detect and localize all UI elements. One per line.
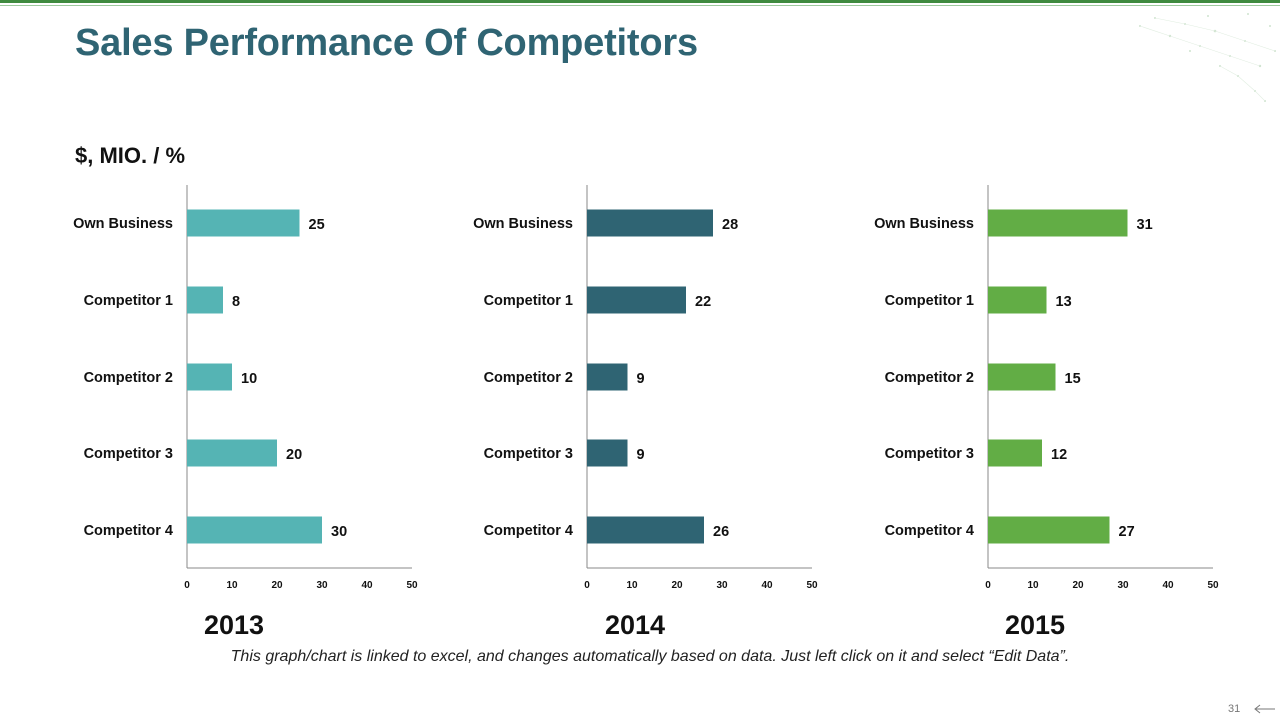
- chart-2015-category-label: Competitor 2: [885, 370, 974, 386]
- chart-2013-x-tick: 50: [406, 580, 418, 591]
- chart-2014-category-label: Competitor 2: [484, 370, 573, 386]
- chart-2014-bar-competitor-2[interactable]: [587, 363, 628, 391]
- chart-2015-x-tick: 40: [1162, 580, 1174, 591]
- chart-2013-data-label: 25: [309, 217, 325, 233]
- chart-2015-data-label: 15: [1065, 371, 1081, 387]
- chart-2013-bar-own-business[interactable]: [187, 209, 300, 237]
- chart-year-label-2014: 2014: [604, 610, 666, 640]
- chart-2013-x-tick: 0: [184, 580, 190, 591]
- decorative-dots-graphic: [1139, 13, 1276, 102]
- chart-2015-data-label: 12: [1051, 447, 1067, 463]
- chart-year-label-2013: 2013: [203, 610, 265, 640]
- chart-2013-data-label: 20: [286, 447, 302, 463]
- bar-charts[interactable]: 0 10 20 30 40 50 Own Business 25 Competitor 1 8 Co…: [0, 170, 1280, 600]
- chart-2013-bar-competitor-2[interactable]: [187, 363, 232, 391]
- chart-2013-category-label: Own Business: [73, 216, 173, 232]
- back-arrow-icon[interactable]: [1252, 702, 1276, 716]
- chart-2015-bar-own-business[interactable]: [988, 209, 1128, 237]
- chart-2013-bar-competitor-1[interactable]: [187, 286, 223, 314]
- chart-2013-category-label: Competitor 1: [84, 293, 173, 309]
- chart-2015-category-label: Competitor 3: [885, 446, 974, 462]
- chart-2015-x-tick: 50: [1207, 580, 1219, 591]
- chart-2014-x-tick: 0: [584, 580, 590, 591]
- chart-2014-bar-competitor-4[interactable]: [587, 516, 704, 544]
- chart-2015-category-label: Competitor 4: [885, 523, 974, 539]
- chart-2014-data-label: 28: [722, 217, 738, 233]
- chart-2014-x-tick: 10: [626, 580, 638, 591]
- chart-2015-bar-competitor-2[interactable]: [988, 363, 1056, 391]
- chart-2014-x-tick: 40: [761, 580, 773, 591]
- chart-2015-data-label: 31: [1137, 217, 1153, 233]
- chart-2015-bar-competitor-4[interactable]: [988, 516, 1110, 544]
- chart-2015-data-label: 13: [1056, 294, 1072, 310]
- page-number: 31: [1228, 703, 1241, 715]
- chart-2014-bar-competitor-1[interactable]: [587, 286, 686, 314]
- chart-2015-x-tick: 30: [1117, 580, 1129, 591]
- chart-2015-category-label: Own Business: [874, 216, 974, 232]
- chart-2014-x-tick: 50: [806, 580, 818, 591]
- top-accent-line-thin: [0, 5, 1280, 6]
- chart-2015-bar-competitor-1[interactable]: [988, 286, 1047, 314]
- chart-2013-data-label: 8: [232, 294, 240, 310]
- chart-2014-bar-competitor-3[interactable]: [587, 439, 628, 467]
- chart-2013-bar-competitor-3[interactable]: [187, 439, 277, 467]
- chart-2015-data-label: 27: [1119, 524, 1135, 540]
- chart-2014-bar-own-business[interactable]: [587, 209, 713, 237]
- chart-2013-category-label: Competitor 2: [84, 370, 173, 386]
- chart-2014-data-label: 9: [637, 447, 645, 463]
- chart-note: This graph/chart is linked to excel, and…: [230, 648, 1070, 665]
- chart-2014-category-label: Competitor 3: [484, 446, 573, 462]
- chart-2013-data-label: 10: [241, 371, 257, 387]
- chart-2013-x-tick: 10: [226, 580, 238, 591]
- top-accent-line: [0, 0, 1280, 3]
- chart-2015-x-tick: 0: [985, 580, 991, 591]
- chart-2015-bar-competitor-3[interactable]: [988, 439, 1042, 467]
- chart-2013-category-label: Competitor 4: [84, 523, 173, 539]
- chart-2014-data-label: 26: [713, 524, 729, 540]
- page-title: Sales Performance Of Competitors: [75, 22, 698, 64]
- chart-2014-data-label: 9: [637, 371, 645, 387]
- chart-2013-data-label: 30: [331, 524, 347, 540]
- units-label: $, MIO. / %: [75, 143, 186, 168]
- chart-year-label-2015: 2015: [1004, 610, 1066, 640]
- chart-2014-data-label: 22: [695, 294, 711, 310]
- chart-2014-x-tick: 20: [671, 580, 683, 591]
- chart-2014-x-tick: 30: [716, 580, 728, 591]
- chart-2014-category-label: Own Business: [473, 216, 573, 232]
- chart-2013-x-tick: 30: [316, 580, 328, 591]
- chart-2013-x-tick: 20: [271, 580, 283, 591]
- chart-2013-x-tick: 40: [361, 580, 373, 591]
- chart-2015-x-tick: 10: [1027, 580, 1039, 591]
- chart-2015-x-tick: 20: [1072, 580, 1084, 591]
- chart-2013-bar-competitor-4[interactable]: [187, 516, 322, 544]
- chart-2014-category-label: Competitor 1: [484, 293, 573, 309]
- chart-2013-category-label: Competitor 3: [84, 446, 173, 462]
- chart-2015-category-label: Competitor 1: [885, 293, 974, 309]
- chart-2014-category-label: Competitor 4: [484, 523, 573, 539]
